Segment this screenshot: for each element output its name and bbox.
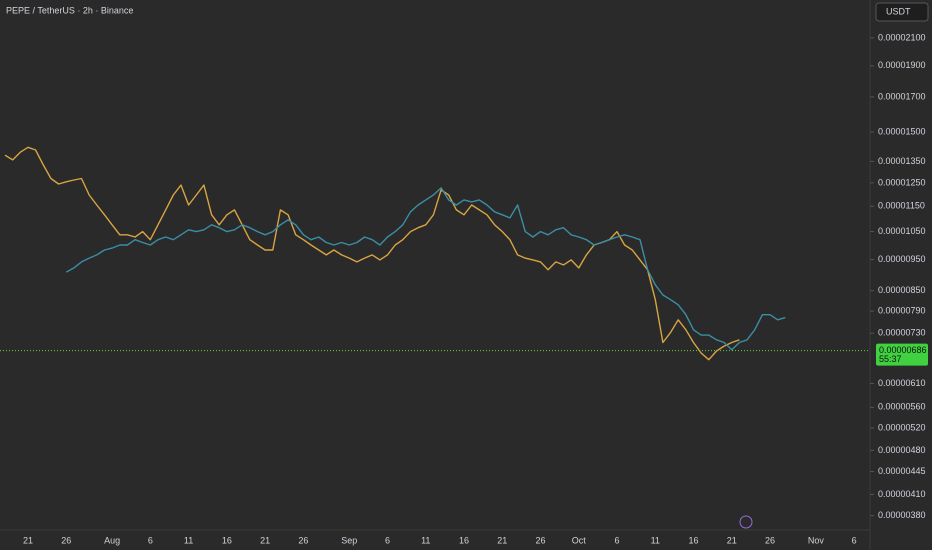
y-tick-label: 0.00001250 [878,177,926,187]
x-tick-label: 26 [61,535,71,545]
y-tick-label: 0.00000850 [878,285,926,295]
x-tick-label: 16 [222,535,232,545]
x-tick-label: 21 [497,535,507,545]
x-tick-label: 11 [651,535,660,545]
y-tick-label: 0.00001150 [878,201,925,211]
y-tick-label: 0.00000445 [878,466,926,476]
x-tick-label: 26 [535,535,545,545]
x-tick-label: Oct [572,535,587,545]
y-tick-label: 0.00001350 [878,156,926,166]
y-tick-label: 0.00000520 [878,422,926,432]
x-tick-label: 11 [184,535,193,545]
currency-label[interactable]: USDT [886,6,911,16]
y-tick-label: 0.00000730 [878,328,926,338]
last-price-label: 0.00000686 [879,345,927,355]
y-tick-label: 0.00001900 [878,60,926,70]
x-tick-label: 16 [459,535,469,545]
x-tick-label: Sep [341,535,357,545]
y-tick-label: 0.00000610 [878,378,926,388]
y-tick-label: 0.00000950 [878,254,926,264]
y-tick-label: 0.00002100 [878,32,926,42]
x-tick-label: 16 [688,535,698,545]
x-tick-label: 21 [23,535,33,545]
x-tick-label: 26 [298,535,308,545]
last-price-box [876,343,928,366]
x-tick-label: 21 [727,535,737,545]
countdown: 55:37 [879,354,902,364]
y-tick-label: 0.00001050 [878,226,926,236]
x-tick-label: 6 [614,535,619,545]
y-tick-label: 0.00000560 [878,402,926,412]
y-tick-label: 0.00000480 [878,445,926,455]
price-line [4,146,740,361]
y-tick-label: 0.00001500 [878,126,926,136]
y-tick-label: 0.00001700 [878,91,926,101]
x-tick-label: 6 [148,535,153,545]
event-icon[interactable] [739,515,753,529]
x-tick-label: 6 [852,535,857,545]
price-line [65,187,786,351]
y-tick-label: 0.00000410 [878,489,926,499]
y-tick-label: 0.00000380 [878,510,926,520]
y-tick-label: 0.00000790 [878,306,926,316]
chart-title: PEPE / TetherUS · 2h · Binance [6,5,133,15]
currency-button[interactable] [875,2,929,22]
x-tick-label: 11 [421,535,430,545]
x-tick-label: 21 [260,535,270,545]
x-tick-label: Aug [104,535,120,545]
x-tick-label: 6 [385,535,390,545]
x-tick-label: Nov [808,535,825,545]
x-tick-label: 26 [765,535,775,545]
